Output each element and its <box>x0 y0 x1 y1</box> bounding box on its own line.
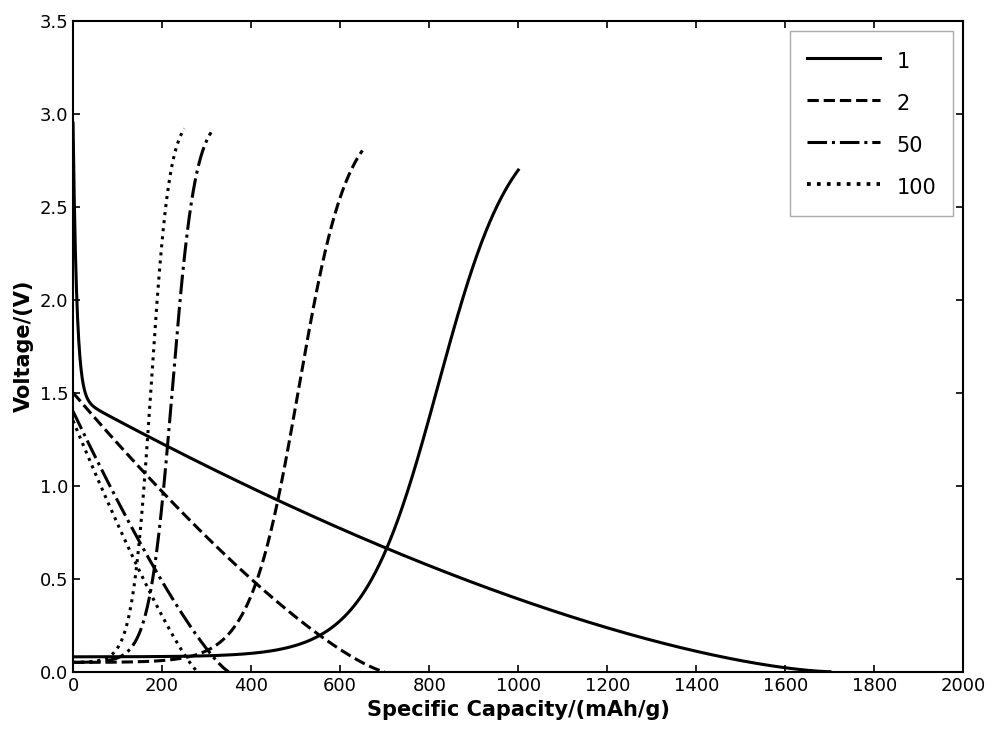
Y-axis label: Voltage/(V): Voltage/(V) <box>14 280 34 413</box>
Legend: 1, 2, 50, 100: 1, 2, 50, 100 <box>790 32 953 217</box>
X-axis label: Specific Capacity/(mAh/g): Specific Capacity/(mAh/g) <box>367 700 670 720</box>
